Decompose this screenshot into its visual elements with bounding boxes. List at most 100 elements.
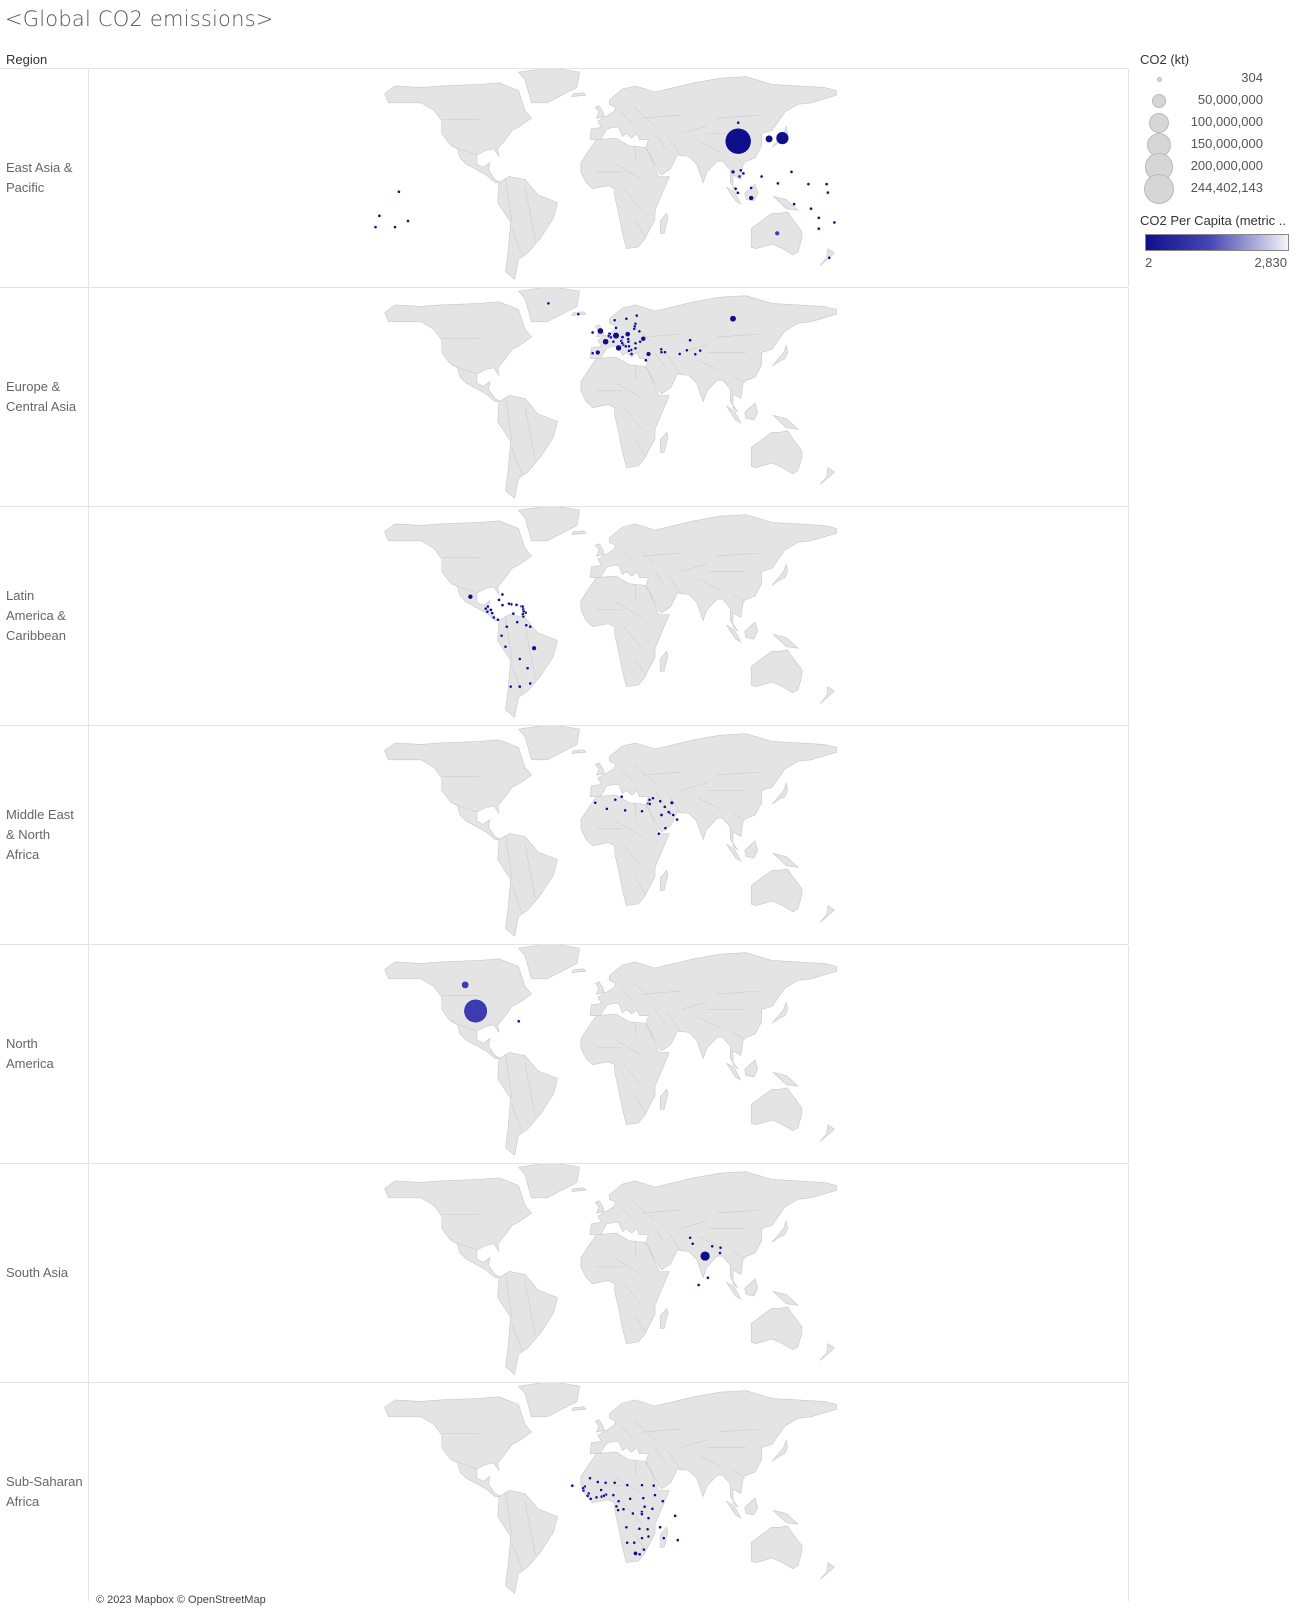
emission-point[interactable]: [602, 1493, 606, 1498]
emission-point[interactable]: [690, 1241, 695, 1246]
emission-point[interactable]: [612, 1480, 617, 1485]
emission-point[interactable]: [824, 182, 829, 186]
emission-point[interactable]: [467, 593, 474, 600]
emission-point[interactable]: [602, 338, 609, 346]
emission-point[interactable]: [675, 817, 679, 822]
emission-point[interactable]: [546, 301, 551, 306]
emission-point[interactable]: [826, 190, 830, 195]
emission-point[interactable]: [733, 186, 738, 191]
emission-point[interactable]: [377, 214, 382, 218]
emission-point[interactable]: [661, 1536, 666, 1540]
emission-point[interactable]: [616, 1508, 620, 1512]
emission-point[interactable]: [605, 807, 609, 811]
emission-point[interactable]: [671, 813, 676, 817]
emission-point[interactable]: [594, 1495, 599, 1500]
emission-point[interactable]: [774, 230, 780, 236]
emission-point[interactable]: [628, 1496, 633, 1501]
emission-point[interactable]: [499, 633, 504, 638]
emission-point[interactable]: [638, 339, 642, 344]
emission-point[interactable]: [632, 324, 637, 329]
emission-point[interactable]: [620, 341, 625, 345]
emission-point[interactable]: [590, 351, 595, 356]
emission-point[interactable]: [706, 1275, 710, 1280]
emission-point[interactable]: [576, 312, 581, 316]
emission-point[interactable]: [461, 980, 470, 989]
emission-point[interactable]: [612, 332, 620, 340]
emission-point[interactable]: [633, 1550, 638, 1556]
emission-point[interactable]: [637, 329, 642, 334]
emission-point[interactable]: [614, 326, 618, 330]
region-map[interactable]: [88, 288, 1129, 506]
emission-point[interactable]: [623, 344, 628, 349]
world-basemap[interactable]: [369, 726, 837, 944]
emission-point[interactable]: [662, 805, 667, 809]
emission-point[interactable]: [623, 808, 627, 813]
emission-point[interactable]: [688, 338, 693, 343]
map-attribution[interactable]: © 2023 Mapbox © OpenStreetMap: [92, 1593, 270, 1607]
emission-point[interactable]: [646, 1516, 651, 1520]
emission-point[interactable]: [629, 352, 634, 356]
emission-point[interactable]: [397, 189, 401, 194]
emission-point[interactable]: [816, 216, 821, 220]
emission-point[interactable]: [651, 1483, 656, 1488]
emission-point[interactable]: [789, 170, 794, 174]
emission-point[interactable]: [653, 1493, 657, 1497]
emission-point[interactable]: [659, 813, 664, 817]
emission-point[interactable]: [688, 1235, 692, 1240]
emission-point[interactable]: [724, 127, 752, 155]
emission-point[interactable]: [633, 346, 638, 351]
emission-point[interactable]: [624, 331, 631, 337]
emission-point[interactable]: [637, 1552, 642, 1557]
emission-point[interactable]: [508, 684, 513, 689]
emission-point[interactable]: [775, 131, 790, 145]
emission-point[interactable]: [698, 348, 703, 353]
emission-point[interactable]: [585, 1493, 590, 1498]
emission-point[interactable]: [710, 1244, 715, 1249]
emission-point[interactable]: [619, 794, 624, 799]
emission-point[interactable]: [393, 225, 397, 229]
emission-point[interactable]: [520, 604, 525, 609]
emission-point[interactable]: [504, 624, 509, 629]
emission-point[interactable]: [613, 797, 618, 802]
emission-point[interactable]: [514, 603, 519, 607]
emission-point[interactable]: [624, 316, 629, 321]
emission-point[interactable]: [503, 644, 508, 649]
emission-point[interactable]: [612, 318, 617, 323]
region-map[interactable]: [88, 1383, 1129, 1601]
emission-point[interactable]: [675, 1538, 680, 1542]
emission-point[interactable]: [631, 1511, 635, 1516]
emission-point[interactable]: [528, 624, 533, 629]
emission-point[interactable]: [729, 315, 737, 323]
region-map[interactable]: [88, 1164, 1129, 1382]
emission-point[interactable]: [646, 1534, 651, 1539]
emission-point[interactable]: [609, 335, 613, 340]
emission-point[interactable]: [759, 174, 764, 179]
emission-point[interactable]: [738, 168, 743, 173]
emission-point[interactable]: [644, 358, 648, 363]
emission-point[interactable]: [590, 330, 595, 335]
emission-point[interactable]: [500, 603, 505, 607]
emission-point[interactable]: [625, 1540, 629, 1545]
emission-point[interactable]: [699, 1250, 711, 1262]
emission-point[interactable]: [491, 615, 496, 620]
emission-point[interactable]: [816, 226, 821, 231]
emission-point[interactable]: [736, 120, 741, 125]
emission-point[interactable]: [677, 352, 682, 356]
world-basemap[interactable]: [369, 507, 837, 725]
emission-point[interactable]: [511, 611, 516, 616]
emission-point[interactable]: [663, 350, 667, 355]
emission-point[interactable]: [666, 810, 671, 814]
emission-point[interactable]: [651, 796, 655, 801]
emission-point[interactable]: [792, 202, 796, 206]
emission-point[interactable]: [645, 1527, 650, 1532]
emission-point[interactable]: [647, 797, 652, 802]
emission-point[interactable]: [611, 1493, 616, 1497]
emission-point[interactable]: [685, 348, 689, 353]
emission-point[interactable]: [496, 617, 500, 622]
emission-point[interactable]: [603, 1480, 608, 1485]
emission-point[interactable]: [517, 684, 522, 689]
emission-point[interactable]: [642, 1504, 647, 1509]
emission-point[interactable]: [663, 826, 668, 830]
emission-point[interactable]: [718, 1245, 723, 1250]
emission-point[interactable]: [669, 800, 675, 805]
